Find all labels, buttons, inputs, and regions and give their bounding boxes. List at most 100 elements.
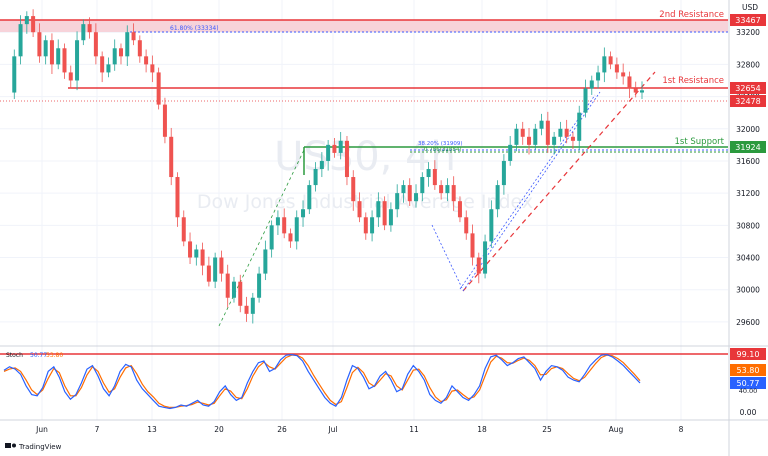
candle-body — [275, 217, 280, 226]
x-tick-label: 26 — [277, 425, 287, 434]
candle-body — [244, 305, 249, 314]
candle-body — [640, 90, 644, 93]
candle-body — [282, 217, 287, 234]
candle-body — [363, 217, 368, 234]
y-tick-label: 29600 — [736, 318, 760, 327]
candle-body — [621, 72, 626, 77]
overbought-tag-bg — [730, 348, 766, 360]
candle-body — [62, 48, 67, 73]
candle-body — [570, 136, 575, 141]
candle-body — [263, 249, 268, 274]
support1-tag-bg — [730, 141, 766, 153]
candle-body — [501, 160, 506, 186]
fib-618-label: 61.80% (33334) — [170, 25, 219, 32]
candle-body — [533, 128, 538, 145]
candle-body — [432, 168, 437, 186]
candle-body — [131, 32, 136, 41]
x-tick-label: 8 — [679, 425, 684, 434]
tv-logo-dot — [12, 443, 16, 448]
candle-body — [614, 64, 619, 73]
x-tick-label: 11 — [409, 425, 419, 434]
candle-body — [596, 72, 601, 81]
candle-body — [602, 56, 607, 73]
candle-body — [332, 144, 337, 153]
candle-body — [250, 297, 255, 314]
current-price-tag: 32478 — [735, 97, 760, 106]
candle-body — [633, 88, 638, 93]
candle-body — [351, 177, 356, 202]
candle-body — [395, 193, 400, 210]
candle-body — [49, 40, 54, 65]
tv-logo-text: TradingView — [18, 443, 62, 451]
candle-body — [75, 40, 80, 81]
candle-body — [420, 177, 425, 194]
candle-body — [476, 257, 481, 274]
candle-body — [589, 80, 594, 89]
candle-body — [414, 193, 419, 202]
candle-body — [527, 136, 532, 145]
candle-body — [545, 120, 550, 145]
candle-body — [144, 56, 149, 65]
candle-body — [206, 265, 211, 282]
candle-body — [12, 56, 17, 93]
candle-body — [552, 136, 557, 145]
candle-body — [219, 257, 224, 274]
stoch-d-tag-bg — [730, 364, 766, 376]
candle-body — [56, 48, 61, 65]
y-tick-label: 32800 — [736, 60, 760, 69]
candle-body — [225, 273, 230, 298]
candle-body — [238, 281, 243, 306]
x-tick-label: 25 — [542, 425, 552, 434]
candle-body — [577, 112, 582, 141]
candle-body — [508, 144, 513, 161]
candle-body — [558, 128, 563, 137]
candle-body — [376, 201, 381, 218]
candle-body — [439, 185, 444, 194]
candle-body — [301, 209, 306, 218]
candle-body — [106, 64, 111, 73]
y-tick-label: 33200 — [736, 28, 760, 37]
candle-body — [43, 40, 48, 57]
candle-body — [100, 56, 105, 73]
stoch-k-line — [3, 353, 641, 410]
candle-body — [564, 128, 569, 137]
candle-body — [401, 185, 406, 194]
candle-body — [627, 76, 632, 89]
candle-body — [338, 140, 343, 153]
resistance1-tag: 32654 — [735, 84, 760, 93]
candle-body — [37, 32, 42, 57]
y-tick-label: 30800 — [736, 221, 760, 230]
candle-body — [175, 177, 180, 218]
candle-body — [150, 64, 155, 73]
candle-body — [520, 128, 525, 137]
candle-body — [307, 185, 312, 210]
candle-body — [495, 185, 500, 210]
candle-body — [87, 24, 92, 33]
candle-body — [457, 201, 462, 218]
trendline-blue-b — [459, 94, 596, 290]
candle-body — [200, 249, 205, 266]
candle-body — [445, 185, 450, 194]
x-axis-ticks: Jun 7 13 20 26 Jul 11 18 25 Aug 8 — [35, 425, 683, 434]
candle-body — [514, 128, 519, 145]
watermark-name: Dow Jones Industrial Average Index — [197, 191, 533, 213]
candle-body — [319, 160, 324, 169]
stoch-axis-0: 0.00 — [740, 408, 757, 417]
candle-body — [231, 281, 236, 298]
candle-body — [313, 168, 318, 186]
candle-body — [539, 120, 544, 129]
x-tick-label: Aug — [609, 425, 624, 434]
resistance-zone — [0, 20, 728, 32]
trendline-red — [462, 71, 656, 292]
candle-body — [137, 40, 142, 57]
tradingview-logo[interactable]: TradingView — [5, 443, 62, 451]
candle-body — [169, 136, 174, 178]
y-tick-label: 32000 — [736, 125, 760, 134]
candle-body — [125, 32, 130, 57]
resistance1-tag-bg — [730, 82, 766, 94]
grid — [0, 0, 728, 420]
candle-body — [31, 16, 36, 33]
resistance2-tag: 33467 — [735, 16, 760, 25]
y-tick-label: 31200 — [736, 189, 760, 198]
